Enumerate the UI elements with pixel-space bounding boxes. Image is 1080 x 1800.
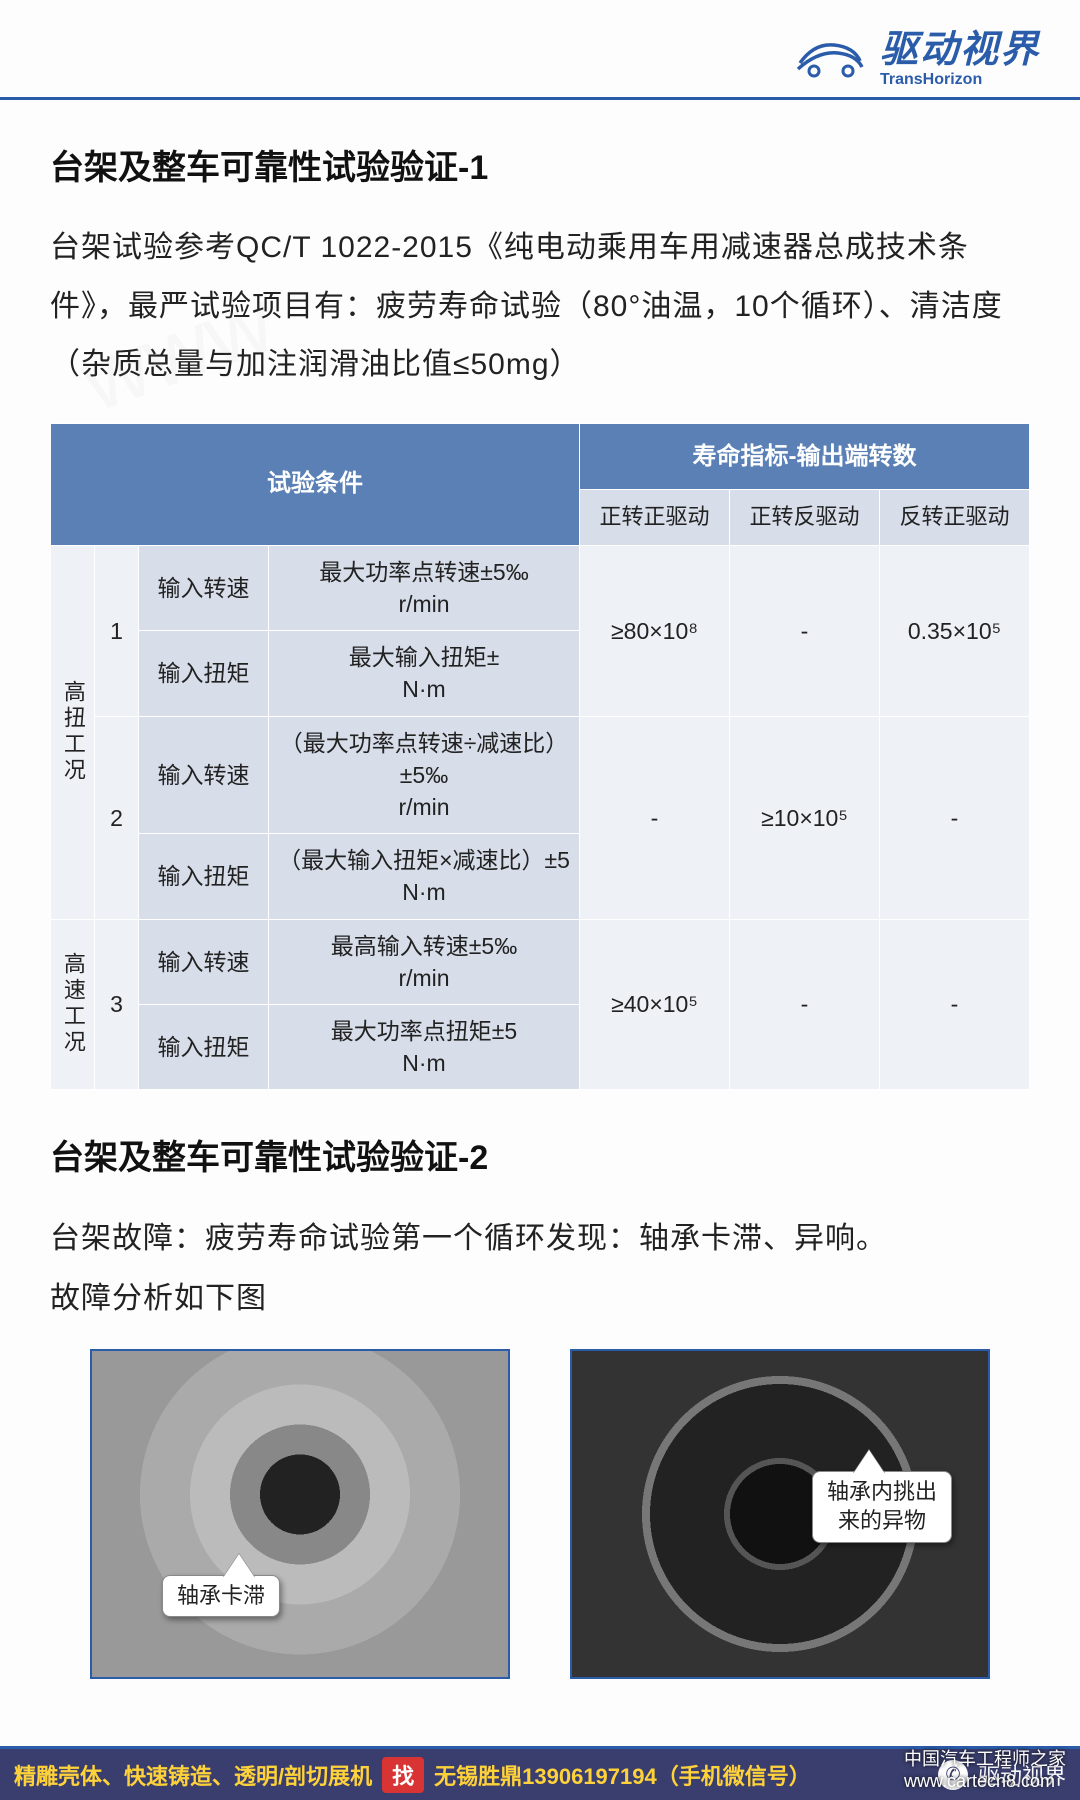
gear-graphic — [92, 1351, 508, 1677]
brand-name-cn: 驱动视界 — [880, 18, 1040, 73]
th-life: 寿命指标-输出端转数 — [580, 423, 1030, 490]
life-02: 0.35×10⁵ — [880, 545, 1030, 716]
brand-logo: 驱动视界 TransHorizon — [794, 18, 1040, 89]
th-sub-2: 反转正驱动 — [880, 490, 1030, 546]
life-01: - — [730, 545, 880, 716]
num-2: 2 — [95, 716, 139, 919]
th-sub-0: 正转正驱动 — [580, 490, 730, 546]
num-1: 1 — [95, 545, 139, 716]
val-11: （最大输入扭矩×减速比）±5 N·m — [269, 834, 580, 919]
lbl-11: 输入扭矩 — [139, 834, 269, 919]
side-1: 高速工况 — [51, 919, 95, 1090]
lbl-20: 输入转速 — [139, 919, 269, 1004]
footer-find-button[interactable]: 找 — [382, 1757, 424, 1793]
section2-line2: 故障分析如下图 — [50, 1269, 1030, 1329]
val-01: 最大输入扭矩± N·m — [269, 631, 580, 716]
lbl-00: 输入转速 — [139, 545, 269, 630]
th-cond: 试验条件 — [51, 423, 580, 545]
lbl-21: 输入扭矩 — [139, 1004, 269, 1089]
side-0: 高扭工况 — [51, 545, 95, 919]
life-22: - — [880, 919, 1030, 1090]
val-00: 最大功率点转速±5‰ r/min — [269, 545, 580, 630]
lbl-01: 输入扭矩 — [139, 631, 269, 716]
footer-contact: 无锡胜鼎13906197194（手机微信号） — [434, 1759, 811, 1791]
life-11: ≥10×10⁵ — [730, 716, 880, 919]
footer-left: 精雕壳体、快速铸造、透明/剖切展机 — [14, 1759, 372, 1791]
num-3: 3 — [95, 919, 139, 1090]
image-gear: 轴承卡滞 — [90, 1349, 510, 1679]
image-row: 轴承卡滞 轴承内挑出 来的异物 — [50, 1349, 1030, 1679]
brand-text-block: 驱动视界 TransHorizon — [880, 18, 1040, 89]
life-10: - — [580, 716, 730, 919]
lbl-10: 输入转速 — [139, 716, 269, 834]
th-sub-1: 正转反驱动 — [730, 490, 880, 546]
section1-title: 台架及整车可靠性试验验证-1 — [50, 140, 1030, 189]
spec-table: 试验条件 寿命指标-输出端转数 正转正驱动 正转反驱动 反转正驱动 高扭工况 1… — [50, 423, 1030, 1091]
callout-stuck: 轴承卡滞 — [162, 1575, 280, 1618]
val-10: （最大功率点转速÷减速比）±5‰ r/min — [269, 716, 580, 834]
life-21: - — [730, 919, 880, 1090]
life-00: ≥80×10⁸ — [580, 545, 730, 716]
life-20: ≥40×10⁵ — [580, 919, 730, 1090]
section1-paragraph: 台架试验参考QC/T 1022-2015《纯电动乘用车用减速器总成技术条件》，最… — [50, 219, 1030, 395]
section2-title: 台架及整车可靠性试验验证-2 — [50, 1130, 1030, 1179]
val-20: 最高输入转速±5‰ r/min — [269, 919, 580, 1004]
brand-name-en: TransHorizon — [880, 71, 1040, 89]
val-21: 最大功率点扭矩±5 N·m — [269, 1004, 580, 1089]
life-12: - — [880, 716, 1030, 919]
watermark-text: 中国汽车工程师之家 www.cartech8.com — [904, 1745, 1066, 1792]
page-header: 驱动视界 TransHorizon — [0, 0, 1080, 100]
car-logo-icon — [794, 29, 866, 79]
image-bearing: 轴承内挑出 来的异物 — [570, 1349, 990, 1679]
section2-line1: 台架故障：疲劳寿命试验第一个循环发现：轴承卡滞、异响。 — [50, 1209, 1030, 1269]
callout-debris: 轴承内挑出 来的异物 — [812, 1471, 952, 1542]
main-content: 台架及整车可靠性试验验证-1 台架试验参考QC/T 1022-2015《纯电动乘… — [0, 100, 1080, 1699]
